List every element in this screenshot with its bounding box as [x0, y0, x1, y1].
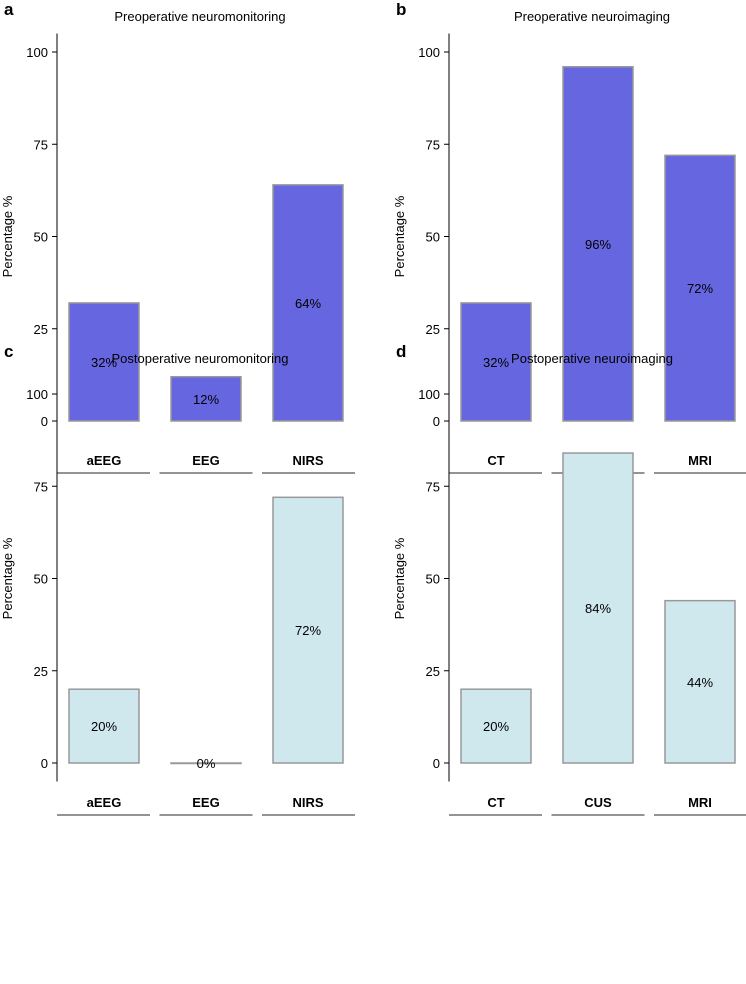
x-tick-label: aEEG [87, 453, 122, 468]
data-label: 64% [295, 296, 321, 311]
y-tick-label: 0 [41, 414, 48, 429]
panel-letter: c [4, 342, 13, 361]
y-tick-label: 50 [34, 230, 48, 245]
x-tick-label: CT [487, 795, 504, 810]
y-tick-label: 25 [34, 322, 48, 337]
data-label: 32% [91, 355, 117, 370]
x-tick-label: MRI [688, 453, 712, 468]
data-label: 20% [91, 719, 117, 734]
y-tick-label: 50 [426, 572, 440, 587]
y-tick-label: 0 [41, 756, 48, 771]
chart-title: Preoperative neuromonitoring [114, 9, 285, 24]
y-tick-label: 75 [34, 479, 48, 494]
y-tick-label: 100 [418, 45, 440, 60]
panel-letter: a [4, 0, 14, 19]
bar-mri [664, 599, 736, 764]
bar-aeeg [68, 688, 140, 764]
x-tick-label: NIRS [292, 795, 323, 810]
bar-ct [460, 302, 532, 422]
bar-cus [562, 66, 634, 422]
x-tick-label: CUS [584, 795, 612, 810]
chart-title: Postoperative neuroimaging [511, 351, 673, 366]
y-tick-label: 100 [26, 45, 48, 60]
x-tick-label: NIRS [292, 453, 323, 468]
chart-title: Preoperative neuroimaging [514, 9, 670, 24]
y-tick-label: 100 [26, 387, 48, 402]
bar-eeg [170, 375, 242, 422]
y-axis-label: Percentage % [0, 537, 15, 619]
data-label: 20% [483, 719, 509, 734]
y-tick-label: 75 [34, 137, 48, 152]
y-tick-label: 0 [433, 756, 440, 771]
bar-cus [562, 452, 634, 764]
panel-letter: d [396, 342, 406, 361]
chart-title: Postoperative neuromonitoring [111, 351, 288, 366]
bar-nirs [272, 496, 344, 764]
data-label: 72% [295, 623, 321, 638]
data-label: 72% [687, 281, 713, 296]
x-tick-label: MRI [688, 795, 712, 810]
y-tick-label: 100 [418, 387, 440, 402]
x-tick-label: aEEG [87, 795, 122, 810]
data-label: 0% [197, 756, 216, 771]
bar-aeeg [68, 302, 140, 422]
bar-nirs [272, 184, 344, 422]
y-tick-label: 25 [426, 664, 440, 679]
y-axis-label: Percentage % [392, 537, 407, 619]
y-tick-label: 25 [426, 322, 440, 337]
y-tick-label: 50 [34, 572, 48, 587]
y-tick-label: 50 [426, 230, 440, 245]
data-label: 32% [483, 355, 509, 370]
data-label: 96% [585, 237, 611, 252]
panel-c: c Postoperative neuromonitoring 0 25 50 75 100… [0, 342, 355, 816]
panel-d: d Postoperative neuroimaging 0 25 50 75 100 Per… [392, 342, 746, 816]
x-tick-label: EEG [192, 453, 219, 468]
data-label: 12% [193, 392, 219, 407]
data-label: 84% [585, 601, 611, 616]
panel-b: b Preoperative neuroimaging 0 25 50 75 100 Perc… [392, 0, 746, 474]
y-tick-label: 75 [426, 137, 440, 152]
data-label: 44% [687, 675, 713, 690]
y-axis-label: Percentage % [0, 195, 15, 277]
panel-a: a Preoperative neuromonitoring 0 25 50 75 100 P… [0, 0, 355, 474]
x-tick-label: CT [487, 453, 504, 468]
y-tick-label: 0 [433, 414, 440, 429]
y-tick-label: 25 [34, 664, 48, 679]
bar-mri [664, 154, 736, 422]
y-tick-label: 75 [426, 479, 440, 494]
bar-ct [460, 688, 532, 764]
panel-letter: b [396, 0, 406, 19]
bar-eeg [170, 762, 242, 765]
y-axis-label: Percentage % [392, 195, 407, 277]
x-tick-label: EEG [192, 795, 219, 810]
